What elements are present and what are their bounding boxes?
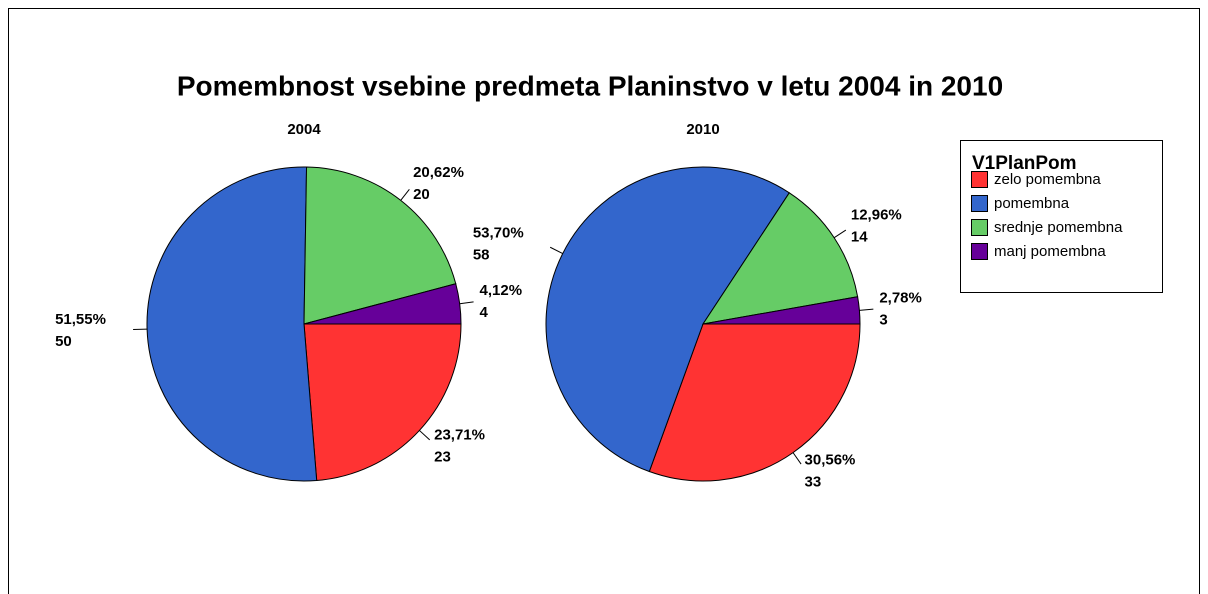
pie-slice xyxy=(701,192,859,325)
legend-label: srednje pomembna xyxy=(994,219,1123,236)
chart-title: Pomembnost vsebine predmeta Planinstvo v… xyxy=(177,70,1003,101)
percentage-label: 2,78% xyxy=(879,289,922,306)
value-label: 3 xyxy=(879,311,887,328)
leader-line xyxy=(833,229,847,239)
value-label: 20 xyxy=(413,186,430,203)
percentage-label: 30,56% xyxy=(805,452,856,469)
legend-box xyxy=(960,140,1163,293)
percentage-label: 23,71% xyxy=(434,426,485,443)
legend-swatch xyxy=(971,171,988,188)
leader-line xyxy=(549,246,563,254)
legend-swatch xyxy=(971,195,988,212)
percentage-label: 12,96% xyxy=(851,207,902,224)
leader-line xyxy=(400,189,410,201)
legend-label: pomembna xyxy=(994,195,1070,212)
legend-label: manj pomembna xyxy=(994,243,1106,260)
pie-slice xyxy=(648,323,861,482)
percentage-label: 20,62% xyxy=(413,164,464,181)
pie-title: 2010 xyxy=(686,121,719,138)
leader-line xyxy=(419,430,431,441)
pie-slice xyxy=(303,166,457,325)
percentage-label: 53,70% xyxy=(473,225,524,242)
value-label: 14 xyxy=(851,229,868,246)
pie-slice xyxy=(303,283,462,325)
pie-slice xyxy=(146,166,318,482)
value-label: 50 xyxy=(55,333,72,350)
value-label: 33 xyxy=(805,474,822,491)
legend-label: zelo pomembna xyxy=(994,171,1101,188)
value-label: 4 xyxy=(480,304,489,321)
value-label: 58 xyxy=(473,247,490,264)
legend-swatch xyxy=(971,219,988,236)
value-label: 23 xyxy=(434,448,451,465)
pie-slice xyxy=(545,166,790,473)
percentage-label: 4,12% xyxy=(480,282,523,299)
legend-swatch xyxy=(971,243,988,260)
legend-title: V1PlanPom xyxy=(972,153,1077,174)
leader-line xyxy=(459,301,474,305)
pie-slice xyxy=(303,323,462,482)
percentage-label: 51,55% xyxy=(55,311,106,328)
leader-line xyxy=(859,308,874,311)
pie-title: 2004 xyxy=(287,121,321,138)
leader-line xyxy=(792,452,802,465)
